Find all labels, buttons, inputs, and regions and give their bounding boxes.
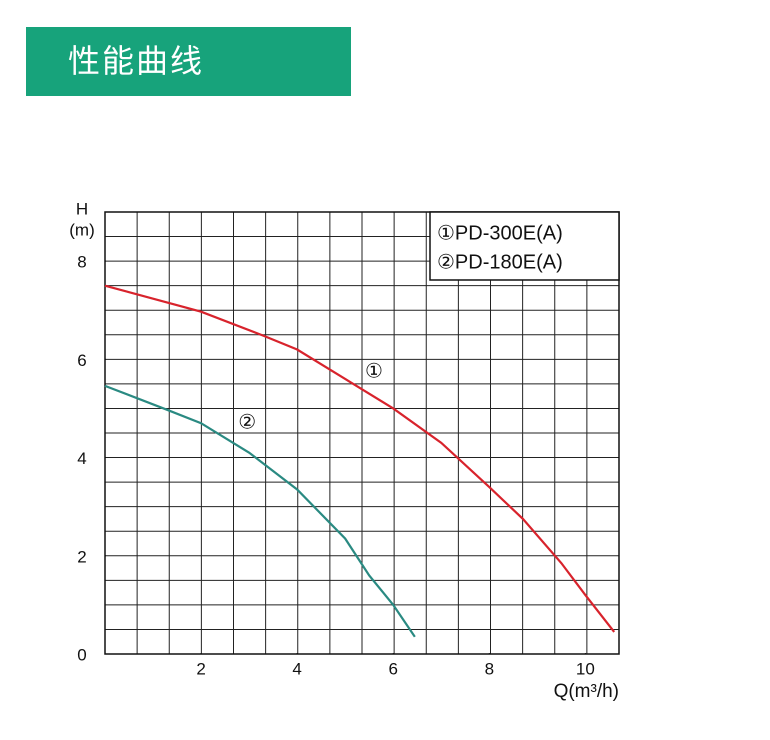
y-tick-label: 8 [77, 253, 86, 272]
title-banner: 性能曲线 [26, 27, 351, 96]
x-tick-label: 8 [485, 659, 494, 678]
banner-title: 性能曲线 [68, 42, 205, 80]
x-tick-label: 10 [576, 659, 595, 678]
legend-box [429, 211, 620, 281]
y-tick-label: 6 [77, 351, 86, 370]
x-tick-label: 6 [388, 659, 397, 678]
curve-line [104, 284, 616, 633]
y-tick-label: 2 [77, 547, 86, 566]
legend-label: ①PD-300E(A) [437, 222, 563, 244]
plot-frame [104, 211, 620, 655]
x-tick-label: 2 [196, 659, 205, 678]
y-tick-label: 4 [77, 449, 86, 468]
curve-annotation: ① [365, 360, 383, 382]
curve-line [104, 384, 416, 638]
y-axis-label: (m) [69, 220, 94, 239]
y-tick-label: 0 [77, 645, 86, 664]
curve-annotation: ② [238, 411, 256, 433]
y-axis-label: H [76, 199, 88, 218]
x-tick-label: 4 [292, 659, 301, 678]
legend-label: ②PD-180E(A) [437, 251, 563, 273]
x-axis-label: Q(m³/h) [554, 681, 619, 702]
